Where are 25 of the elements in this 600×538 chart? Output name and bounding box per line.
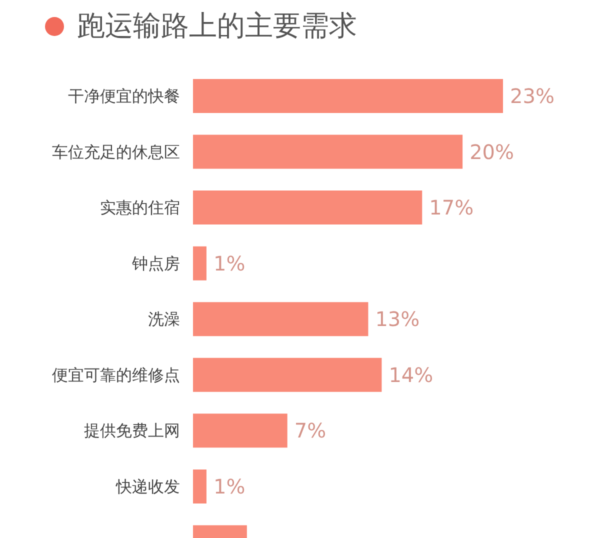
chart-title: 跑运输路上的主要需求 [77, 8, 357, 44]
y-tick-label: 快递收发 [115, 477, 180, 496]
bar [193, 134, 463, 169]
data-label: 17% [429, 196, 474, 220]
data-label: 20% [470, 140, 514, 164]
y-tick-label: 车位充足的休息区 [52, 142, 180, 162]
bar [193, 190, 422, 225]
bar [193, 302, 368, 336]
y-tick-label: 实惠的住宿 [100, 198, 180, 218]
bar [193, 246, 206, 280]
data-label: 23% [510, 84, 554, 108]
y-tick-label: 干净便宜的快餐 [68, 86, 180, 106]
y-tick-label: 便宜可靠的维修点 [52, 365, 180, 384]
bar [193, 414, 288, 448]
bar [193, 469, 206, 504]
data-label: 13% [375, 307, 420, 332]
data-label: 14% [388, 362, 434, 387]
y-tick-label: 提供免费上网 [84, 421, 180, 440]
bar [193, 79, 503, 113]
data-label: 1% [213, 474, 246, 498]
y-tick-label: 钟点房 [131, 254, 180, 273]
y-tick-label: 洗澡 [148, 310, 180, 329]
data-label: 7% [294, 418, 326, 443]
data-label: 1% [213, 251, 246, 276]
bar [193, 358, 382, 392]
